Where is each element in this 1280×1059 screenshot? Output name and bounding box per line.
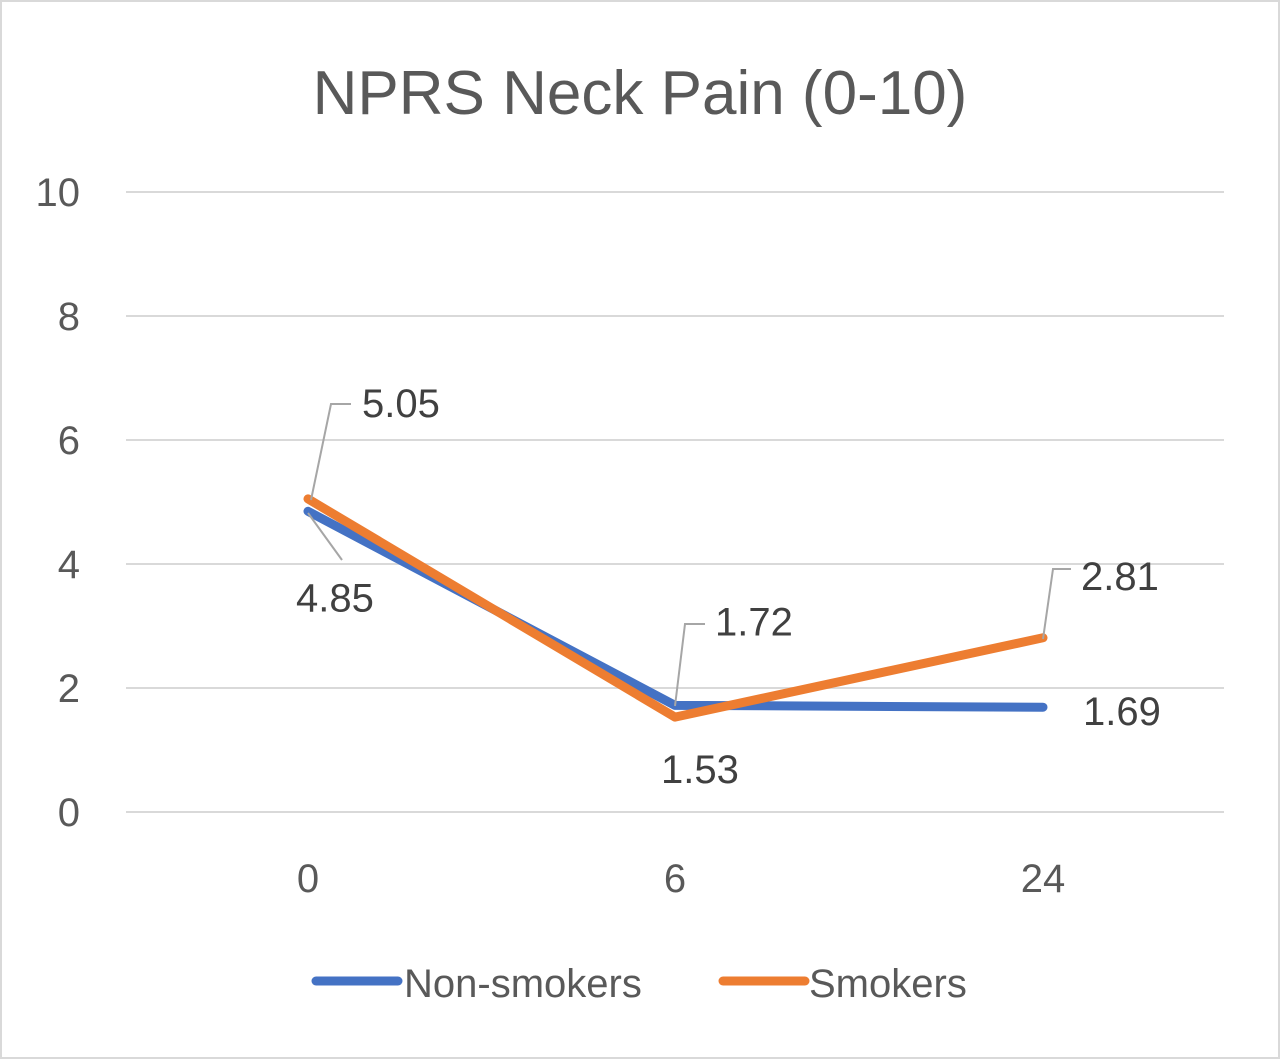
data-label: 5.05 [362,382,440,426]
y-tick-label: 0 [58,791,80,835]
y-tick-label: 4 [58,543,80,587]
series-lines [303,494,1048,722]
x-tick-label: 6 [664,857,686,901]
legend: Non-smokers Smokers [311,962,967,1006]
y-axis-ticks: 0 2 4 6 8 10 [36,171,81,835]
data-label: 4.85 [296,576,374,620]
x-tick-label: 24 [1021,857,1066,901]
chart-title: NPRS Neck Pain (0-10) [313,59,968,128]
y-tick-label: 6 [58,419,80,463]
data-label: 1.72 [715,600,793,644]
series-line-smokers [303,494,1048,722]
data-labels: 4.85 1.72 1.69 5.05 1.53 2.81 [296,382,1161,792]
y-tick-label: 10 [36,171,81,215]
label-leader-lines [307,403,1071,707]
data-label: 1.53 [661,748,739,792]
x-axis-ticks: 0 6 24 [297,857,1065,901]
leader-line [1042,568,1071,640]
y-tick-label: 8 [58,295,80,339]
legend-label: Non-smokers [404,962,642,1006]
leader-line [674,623,705,707]
y-tick-label: 2 [58,667,80,711]
data-label: 2.81 [1081,555,1159,599]
legend-label: Smokers [809,962,967,1006]
x-tick-label: 0 [297,857,319,901]
series-line-non-smokers [303,506,1048,712]
leader-line [310,403,351,501]
gridlines [126,191,1224,813]
data-label: 1.69 [1083,690,1161,734]
leader-line [307,512,343,561]
